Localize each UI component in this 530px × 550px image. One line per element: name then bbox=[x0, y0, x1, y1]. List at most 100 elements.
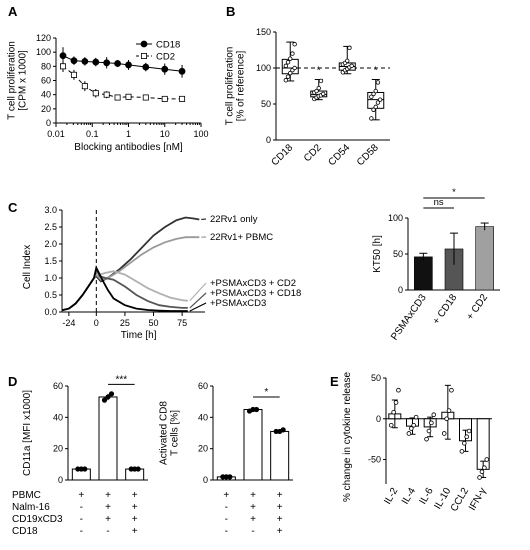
panel-a-point-cd2 bbox=[70, 71, 77, 78]
panel-e-y-label: % change in cytokine release bbox=[342, 372, 353, 503]
panel-d-table-row-label: CD18 bbox=[12, 526, 38, 537]
panel-b-y-tick-label: 50 bbox=[261, 99, 271, 109]
panel-d-left-y-tick-label: 60 bbox=[53, 381, 63, 391]
panel-d-right-y-tick-label: 60 bbox=[198, 381, 208, 391]
panel-b-point bbox=[371, 91, 376, 97]
panel-a-point-cd18 bbox=[81, 57, 89, 65]
panel-a-point-cd18 bbox=[59, 52, 67, 60]
panel-c-inset-y-tick-label: 50 bbox=[393, 249, 403, 259]
panel-b-point bbox=[292, 42, 297, 47]
panel-a-y-label: T cell proliferation[CPM x 1000] bbox=[7, 41, 29, 120]
panel-a-x-label: Blocking antibodies [nM] bbox=[74, 142, 183, 153]
panel-c-x-tick-label: 0 bbox=[94, 318, 99, 328]
panel-d-right-y-tick-label: 0 bbox=[203, 475, 208, 485]
panel-a-legend-label: CD2 bbox=[156, 52, 175, 63]
panel-a-y-label-line: [CPM x 1000] bbox=[18, 50, 29, 111]
panel-e-point bbox=[406, 431, 412, 436]
panel-b-point bbox=[377, 97, 383, 102]
panel-b-point bbox=[373, 88, 378, 94]
panel-c-inset-x-tick-label: + CD2 bbox=[465, 292, 491, 322]
panel-d-table-row-label: CD19xCD3 bbox=[12, 514, 63, 525]
panel-d-left-y-label: CD11a [MFI x1000] bbox=[22, 390, 33, 476]
panel-e-point bbox=[461, 440, 467, 446]
panel-a-point-cd18 bbox=[178, 67, 186, 75]
panel-d-table-cell: + bbox=[132, 490, 138, 501]
panel-d-table-cell: + bbox=[277, 514, 283, 525]
panel-d-left-bar bbox=[98, 396, 118, 481]
panel-letter-a: A bbox=[8, 4, 18, 19]
panel-e-point bbox=[449, 387, 454, 393]
panel-e-point bbox=[431, 412, 437, 417]
panel-d-table-cell: + bbox=[132, 526, 138, 537]
panel-a-y-tick-label: 60 bbox=[41, 76, 51, 86]
panel-c-series-line bbox=[61, 265, 188, 312]
panel-e-point bbox=[424, 436, 429, 442]
panel-d-right-bar bbox=[270, 430, 290, 481]
panel-c-inset-sig-label: * bbox=[452, 187, 456, 198]
panel-b-x-tick-label: CD58 bbox=[355, 142, 381, 168]
panel-letter-d: D bbox=[8, 374, 17, 389]
panel-d-table-cell: - bbox=[106, 526, 109, 537]
panel-d-left-point bbox=[105, 394, 111, 400]
panel-a-point-cd2 bbox=[161, 95, 168, 102]
panel-c-y-tick-label: 1.5 bbox=[44, 256, 57, 266]
panel-a-point-cd18 bbox=[142, 63, 150, 71]
panel-b-point bbox=[375, 80, 381, 85]
panel-c-x-tick-label: -24 bbox=[62, 318, 75, 328]
panel-c-inset-sig-label: ns bbox=[434, 197, 444, 208]
panel-b-point bbox=[314, 88, 319, 94]
panel-b-point bbox=[375, 100, 381, 105]
panel-a-x-tick-label: 100 bbox=[193, 129, 208, 139]
panel-e-point bbox=[426, 428, 432, 434]
panel-b-point bbox=[288, 56, 293, 61]
panel-e-point bbox=[408, 426, 414, 431]
panel-b-y-label-line: [% of reference] bbox=[236, 50, 247, 121]
panel-a-x-tick-label: 1 bbox=[126, 129, 131, 139]
panel-d-table-row-label: Nalm-16 bbox=[12, 502, 50, 513]
panel-e-x-tick-label: IL-4 bbox=[400, 486, 418, 507]
panel-e-point bbox=[464, 434, 470, 440]
panel-e-y-tick-label: 50 bbox=[371, 373, 381, 383]
panel-d-right-point bbox=[253, 406, 260, 413]
panel-e-point bbox=[429, 420, 434, 426]
panel-d-right-y-tick-label: 40 bbox=[198, 412, 208, 422]
panel-e-point bbox=[466, 428, 472, 434]
panel-a-point-cd18 bbox=[103, 59, 111, 67]
panel-a-y-tick-label: 0 bbox=[46, 118, 51, 128]
panel-e-point bbox=[441, 431, 447, 436]
panel-e-y-label-line: % change in cytokine release bbox=[342, 372, 353, 503]
panel-a-point-cd18 bbox=[114, 60, 121, 67]
panel-b-y-tick-label: 0 bbox=[266, 135, 271, 145]
panel-e-point bbox=[411, 422, 417, 428]
panel-c-y-tick-label: 0.0 bbox=[44, 307, 57, 317]
panel-a-point-cd18 bbox=[92, 58, 100, 66]
panel-c-x-tick-label: 50 bbox=[149, 318, 159, 328]
panel-a-y-tick-label: 40 bbox=[41, 90, 51, 100]
panel-d-table-cell: + bbox=[250, 490, 256, 501]
panel-b-point bbox=[283, 78, 289, 83]
panel-a-point-cd18 bbox=[161, 65, 169, 73]
panel-a-legend-marker bbox=[140, 40, 148, 48]
panel-a-legend-label: CD18 bbox=[156, 40, 180, 51]
panel-letter-e: E bbox=[330, 374, 339, 389]
panel-e-point bbox=[479, 469, 485, 475]
panel-c-y-label-line: Cell Index bbox=[22, 245, 33, 289]
panel-a-y-tick-label: 120 bbox=[36, 33, 51, 43]
panel-c-legend-label: 22Rv1 only bbox=[210, 214, 258, 225]
panel-e: -50 0 50 % change in cytokine release IL-2 IL… bbox=[342, 372, 492, 514]
panel-b-point bbox=[285, 60, 291, 65]
panel-a-point-cd2 bbox=[114, 94, 121, 101]
panel-b-x-tick-label: CD2 bbox=[302, 142, 324, 164]
panel-c-legend-leader bbox=[189, 292, 207, 309]
panel-a-point-cd18 bbox=[70, 57, 78, 65]
panel-c-y-tick-label: 2.5 bbox=[44, 222, 57, 232]
panel-c-inset: 0 50 100 KT50 [h] PSMAxCD3 + CD18 + CD2 ns * bbox=[372, 187, 500, 342]
panel-b-y-tick-label: 150 bbox=[256, 27, 271, 37]
panel-d-table-cell: - bbox=[225, 502, 228, 513]
panel-d-right-y-label-line: T cells [%] bbox=[170, 410, 181, 456]
panel-c-inset-x-tick-label: + CD18 bbox=[431, 292, 460, 327]
panel-b-significance: * bbox=[317, 66, 321, 77]
panel-b-x-tick-label: CD18 bbox=[270, 142, 296, 168]
panel-a-point-cd18 bbox=[125, 61, 132, 69]
panel-c-y-tick-label: 3.0 bbox=[44, 205, 57, 215]
